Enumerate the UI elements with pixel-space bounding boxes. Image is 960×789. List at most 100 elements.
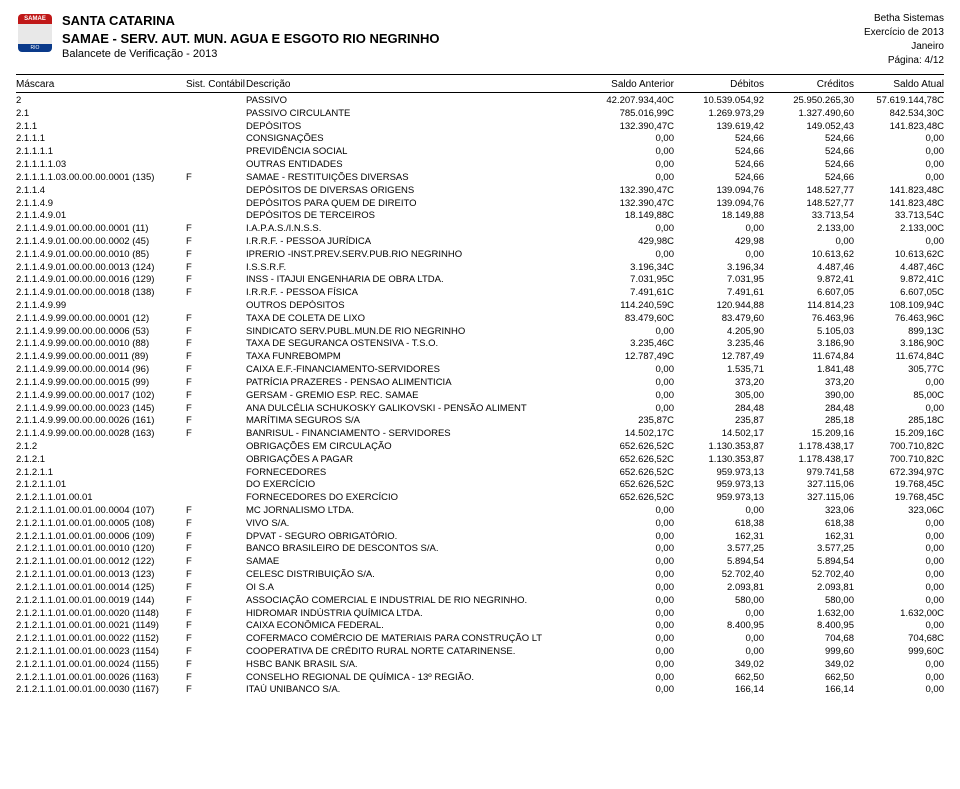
table-row: 2.1.2.1.1.01.00.01.00.0006 (109)FDPVAT -…: [16, 531, 944, 544]
cell-deb: 349,02: [674, 659, 764, 672]
cell-ant: 785.016,99C: [584, 108, 674, 121]
cell-desc: ITAÚ UNIBANCO S/A.: [246, 684, 584, 697]
cell-sist: F: [186, 249, 246, 262]
cell-sist: [186, 441, 246, 454]
cell-atu: 305,77C: [854, 364, 944, 377]
cell-cred: 1.327.490,60: [764, 108, 854, 121]
cell-mask: 2.1.2.1.1.01.00.01.00.0004 (107): [16, 505, 186, 518]
cell-deb: 0,00: [674, 633, 764, 646]
cell-cred: 3.186,90: [764, 338, 854, 351]
cell-mask: 2.1.1.4.9.99.00.00.00.0001 (12): [16, 313, 186, 326]
cell-sist: F: [186, 505, 246, 518]
table-row: 2.1.1.4.9.99.00.00.00.0006 (53)FSINDICAT…: [16, 326, 944, 339]
cell-atu: 1.632,00C: [854, 608, 944, 621]
table-row: 2.1.1.4.9.01.00.00.00.0016 (129)FINSS - …: [16, 274, 944, 287]
cell-ant: 0,00: [584, 518, 674, 531]
cell-ant: 0,00: [584, 133, 674, 146]
logo-mid: [18, 24, 52, 44]
table-row: 2.1.1.4.9.99OUTROS DEPÓSITOS114.240,59C1…: [16, 300, 944, 313]
cell-sist: [186, 454, 246, 467]
cell-sist: [186, 185, 246, 198]
cell-desc: ASSOCIAÇÃO COMERCIAL E INDUSTRIAL DE RIO…: [246, 595, 584, 608]
cell-atu: 0,00: [854, 159, 944, 172]
cell-desc: DPVAT - SEGURO OBRIGATÓRIO.: [246, 531, 584, 544]
cell-mask: 2.1.1.1.1: [16, 146, 186, 159]
table-row: 2.1.1.4.9.99.00.00.00.0014 (96)FCAIXA E.…: [16, 364, 944, 377]
cell-deb: 1.269.973,29: [674, 108, 764, 121]
table-row: 2.1.2.1.1.01.00.01.00.0030 (1167)FITAÚ U…: [16, 684, 944, 697]
period-month: Janeiro: [864, 40, 944, 54]
cell-sist: F: [186, 672, 246, 685]
table-row: 2.1.2.1.1.01.00.01.00.0024 (1155)FHSBC B…: [16, 659, 944, 672]
cell-atu: 57.619.144,78C: [854, 95, 944, 108]
cell-cred: 148.527,77: [764, 198, 854, 211]
cell-atu: 141.823,48C: [854, 198, 944, 211]
cell-atu: 0,00: [854, 684, 944, 697]
cell-desc: PREVIDÊNCIA SOCIAL: [246, 146, 584, 159]
cell-cred: 15.209,16: [764, 428, 854, 441]
cell-desc: GERSAM - GREMIO ESP. REC. SAMAE: [246, 390, 584, 403]
cell-cred: 1.178.438,17: [764, 454, 854, 467]
cell-ant: 3.196,34C: [584, 262, 674, 275]
table-row: 2.1.2.1.1.01DO EXERCÍCIO652.626,52C959.9…: [16, 479, 944, 492]
cell-atu: 0,00: [854, 543, 944, 556]
col-atu-header: Saldo Atual: [854, 79, 944, 90]
cell-atu: 999,60C: [854, 646, 944, 659]
cell-deb: 7.031,95: [674, 274, 764, 287]
cell-sist: [186, 95, 246, 108]
table-row: 2.1.2.1.1.01.00.01.00.0026 (1163)FCONSEL…: [16, 672, 944, 685]
cell-cred: 704,68: [764, 633, 854, 646]
cell-sist: F: [186, 556, 246, 569]
cell-mask: 2.1.2.1.1.01.00.01.00.0014 (125): [16, 582, 186, 595]
cell-sist: F: [186, 223, 246, 236]
cell-deb: 139.094,76: [674, 198, 764, 211]
cell-deb: 0,00: [674, 608, 764, 621]
cell-desc: OI S.A: [246, 582, 584, 595]
cell-deb: 959.973,13: [674, 467, 764, 480]
table-row: 2.1.1.1.1.03.00.00.00.0001 (135)FSAMAE -…: [16, 172, 944, 185]
cell-sist: F: [186, 518, 246, 531]
cell-atu: 76.463,96C: [854, 313, 944, 326]
cell-mask: 2.1.2.1.1.01.00.01.00.0020 (1148): [16, 608, 186, 621]
cell-cred: 6.607,05: [764, 287, 854, 300]
cell-mask: 2.1.2.1.1.01.00.01.00.0012 (122): [16, 556, 186, 569]
cell-desc: DEPÓSITOS PARA QUEM DE DIREITO: [246, 198, 584, 211]
cell-cred: 10.613,62: [764, 249, 854, 262]
cell-ant: 0,00: [584, 620, 674, 633]
cell-mask: 2.1.1.4.9.01.00.00.00.0001 (11): [16, 223, 186, 236]
cell-mask: 2.1.2.1.1.01.00.01.00.0021 (1149): [16, 620, 186, 633]
cell-ant: 132.390,47C: [584, 198, 674, 211]
cell-sist: F: [186, 403, 246, 416]
cell-sist: F: [186, 274, 246, 287]
cell-sist: F: [186, 377, 246, 390]
cell-deb: 0,00: [674, 646, 764, 659]
cell-sist: F: [186, 428, 246, 441]
col-ant-header: Saldo Anterior: [584, 79, 674, 90]
cell-ant: 0,00: [584, 505, 674, 518]
cell-mask: 2.1.2.1.1.01.00.01.00.0005 (108): [16, 518, 186, 531]
cell-desc: FORNECEDORES: [246, 467, 584, 480]
cell-cred: 284,48: [764, 403, 854, 416]
cell-atu: 0,00: [854, 595, 944, 608]
cell-cred: 524,66: [764, 146, 854, 159]
cell-sist: F: [186, 236, 246, 249]
cell-atu: 0,00: [854, 146, 944, 159]
cell-sist: F: [186, 364, 246, 377]
cell-deb: 524,66: [674, 146, 764, 159]
table-row: 2.1.2.1.1.01.00.01.00.0010 (120)FBANCO B…: [16, 543, 944, 556]
cell-desc: COOPERATIVA DE CRÉDITO RURAL NORTE CATAR…: [246, 646, 584, 659]
cell-mask: 2.1.1.4.9.99.00.00.00.0023 (145): [16, 403, 186, 416]
cell-desc: FORNECEDORES DO EXERCÍCIO: [246, 492, 584, 505]
cell-sist: [186, 133, 246, 146]
cell-ant: 0,00: [584, 377, 674, 390]
page-header: SAMAE RIO NEGRINHO - SC SANTA CATARINA S…: [16, 12, 944, 68]
table-row: 2.1.1.4.9.01.00.00.00.0001 (11)FI.A.P.A.…: [16, 223, 944, 236]
cell-atu: 323,06C: [854, 505, 944, 518]
cell-ant: 652.626,52C: [584, 492, 674, 505]
cell-deb: 959.973,13: [674, 492, 764, 505]
cell-sist: F: [186, 595, 246, 608]
cell-sist: F: [186, 684, 246, 697]
cell-desc: HIDROMAR INDÚSTRIA QUÍMICA LTDA.: [246, 608, 584, 621]
cell-desc: TAXA DE COLETA DE LIXO: [246, 313, 584, 326]
cell-sist: F: [186, 608, 246, 621]
